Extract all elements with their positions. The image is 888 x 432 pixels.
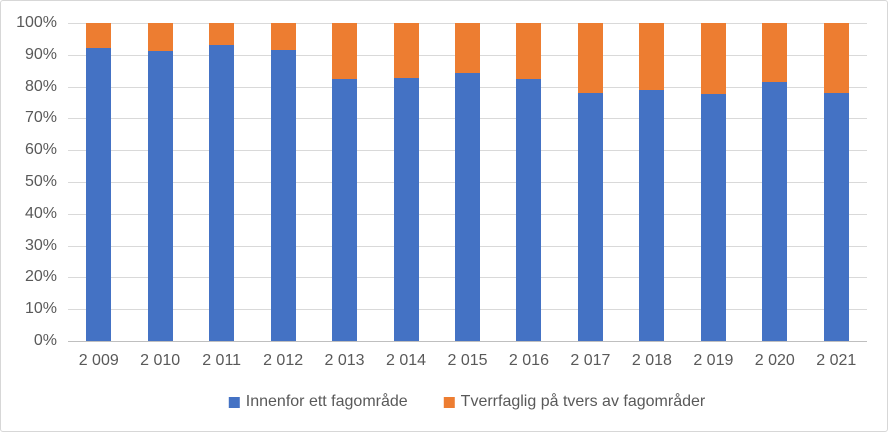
x-axis-label: 2 014 [386, 352, 427, 369]
bar-segment-blue [639, 90, 665, 341]
x-axis-label: 2 020 [754, 352, 795, 369]
legend-swatch-blue-icon [228, 396, 240, 408]
legend-item-tverrfaglig: Tverrfaglig på tvers av fagområder [443, 393, 706, 411]
bar-segment-blue [577, 92, 603, 341]
bar-segment-orange [393, 23, 419, 79]
x-axis-label: 2 019 [693, 352, 734, 369]
bar-segment-orange [147, 23, 173, 51]
legend-swatch-orange-icon [443, 396, 455, 408]
bar-segment-orange [823, 23, 849, 94]
y-axis-tick-label: 30% [24, 236, 57, 254]
x-axis-label: 2 018 [631, 352, 672, 369]
bar-segment-blue [209, 45, 235, 341]
bar-segment-orange [577, 23, 603, 93]
y-axis-tick-label: 100% [16, 14, 57, 31]
y-axis-tick-label: 90% [24, 45, 57, 63]
bar-segment-blue [823, 93, 849, 341]
x-axis-label: 2 011 [202, 352, 242, 369]
y-axis-tick-label: 50% [24, 173, 57, 190]
x-axis-label: 2 013 [324, 352, 365, 369]
plot-area [68, 23, 867, 342]
bar-segment-orange [516, 23, 542, 79]
bar-segment-blue [762, 82, 788, 341]
y-axis-tick-label: 60% [24, 141, 57, 159]
x-axis-label: 2 015 [447, 352, 488, 369]
x-axis-label: 2 017 [570, 352, 611, 369]
x-axis-line [68, 341, 867, 342]
x-axis-label: 2 010 [140, 352, 181, 369]
y-axis-tick-label: 0% [33, 332, 57, 349]
bar-segment-blue [516, 78, 542, 341]
legend: Innenfor ett fagområde Tverrfaglig på tv… [228, 393, 706, 411]
bar-segment-orange [332, 23, 358, 80]
bar-segment-blue [147, 50, 173, 341]
bar-segment-orange [86, 23, 112, 49]
bar-segment-blue [270, 49, 296, 341]
legend-item-innenfor-ett-fagomrade: Innenfor ett fagområde [228, 393, 408, 411]
legend-label: Tverrfaglig på tvers av fagområder [460, 393, 706, 410]
legend-label: Innenfor ett fagområde [245, 393, 408, 410]
bar-segment-blue [393, 78, 419, 341]
y-axis-tick-label: 70% [24, 109, 57, 127]
y-axis-tick-label: 20% [24, 268, 57, 286]
y-axis-tick-label: 80% [24, 77, 57, 95]
y-axis-tick-label: 10% [24, 300, 57, 318]
bar-segment-blue [700, 93, 726, 341]
bar-segment-orange [762, 23, 788, 83]
x-axis-label: 2 009 [78, 352, 119, 369]
bar-segment-orange [639, 23, 665, 91]
y-axis-tick-label: 40% [24, 204, 57, 222]
bar-segment-orange [455, 23, 480, 73]
x-axis-label: 2 021 [816, 352, 857, 369]
bar-segment-blue [86, 48, 112, 341]
x-axis-label: 2 016 [508, 352, 549, 369]
bar-segment-orange [270, 23, 296, 50]
x-axis-label: 2 012 [263, 352, 304, 369]
bar-segment-blue [455, 72, 480, 341]
bar-segment-orange [700, 23, 726, 94]
bar-segment-blue [332, 79, 358, 341]
bar-segment-orange [209, 23, 235, 46]
